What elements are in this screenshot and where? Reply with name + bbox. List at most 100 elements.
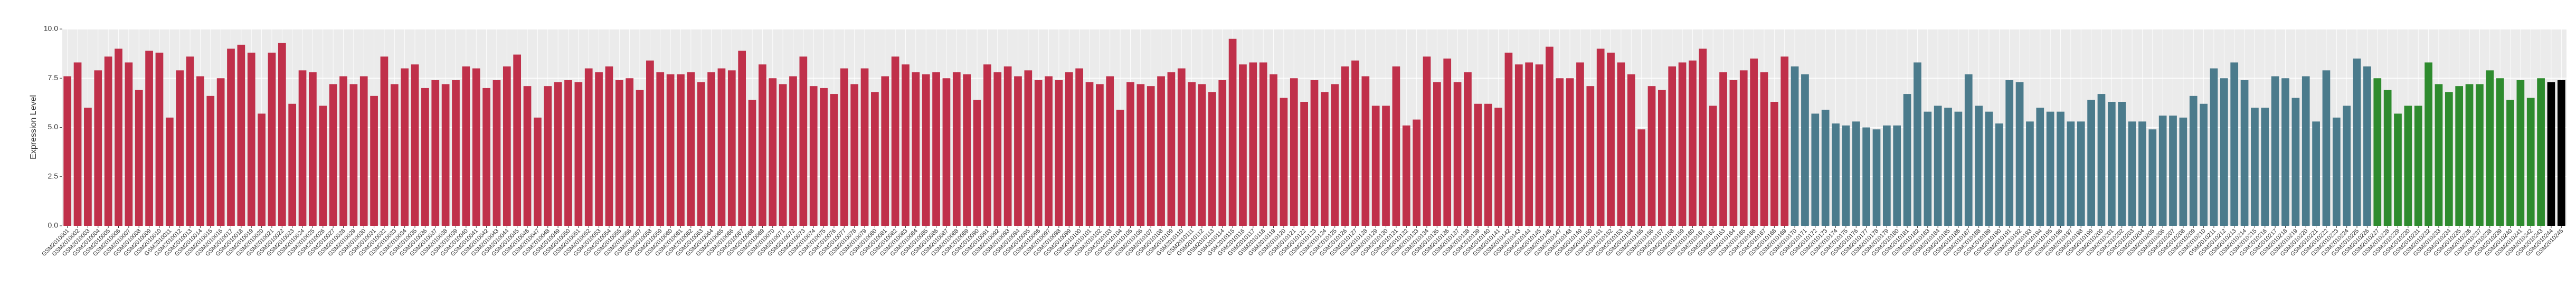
bar: [1739, 70, 1748, 226]
bar: [1842, 125, 1850, 226]
bar: [1852, 121, 1860, 226]
y-tick-label: 5.0: [48, 122, 59, 131]
bar: [1371, 106, 1380, 226]
bar: [1914, 62, 1921, 226]
bar: [983, 64, 991, 226]
bar: [1995, 123, 2003, 226]
bar: [2128, 121, 2136, 226]
bar: [1924, 111, 1932, 226]
bar: [1003, 66, 1012, 226]
bar: [1188, 82, 1196, 226]
bar: [390, 84, 399, 226]
bar: [727, 70, 736, 226]
bar: [482, 88, 490, 226]
bar: [1709, 106, 1717, 226]
bar: [1106, 76, 1114, 226]
bar: [1351, 60, 1359, 226]
bar: [1137, 84, 1145, 226]
bar: [1545, 46, 1554, 226]
bar: [2189, 95, 2198, 226]
bar: [2169, 116, 2177, 226]
bar: [1525, 62, 1533, 226]
bar: [2557, 80, 2565, 226]
bar: [2526, 98, 2535, 226]
bar: [104, 56, 112, 226]
bar: [145, 51, 153, 226]
bar: [1116, 109, 1124, 226]
bar: [595, 72, 603, 226]
bar: [993, 72, 1002, 226]
bar: [891, 56, 899, 226]
bar: [2026, 121, 2034, 226]
bar: [1198, 84, 1206, 226]
bar: [1607, 52, 1615, 226]
bar: [1750, 58, 1758, 226]
bar: [646, 60, 654, 226]
bar: [564, 80, 572, 226]
bar: [2067, 121, 2075, 226]
bar: [319, 106, 327, 226]
bar: [339, 76, 347, 226]
bar: [1954, 111, 1963, 226]
bar: [1689, 60, 1697, 226]
bar: [155, 52, 164, 226]
bar: [1514, 64, 1523, 226]
bar: [1474, 103, 1482, 226]
bar: [1699, 49, 1707, 226]
bar: [1882, 125, 1891, 226]
bar: [370, 95, 378, 226]
bar: [1535, 64, 1543, 226]
bar: [2496, 78, 2504, 226]
bar: [1964, 74, 1973, 226]
bar: [216, 78, 225, 226]
bar: [441, 84, 450, 226]
bar: [2200, 103, 2208, 226]
bar: [1556, 78, 1564, 226]
bar: [1177, 68, 1186, 226]
bar: [165, 117, 174, 226]
bar: [2046, 111, 2054, 226]
bar: [1668, 66, 1677, 226]
bar: [1392, 66, 1400, 226]
bar: [1085, 82, 1094, 226]
bar: [1433, 82, 1441, 226]
bar: [1147, 86, 1155, 226]
bar: [1647, 86, 1656, 226]
bar: [973, 100, 981, 226]
bar: [2118, 102, 2126, 226]
bar: [820, 88, 828, 226]
bar: [759, 64, 766, 226]
bar: [2220, 78, 2228, 226]
y-tick-label: 10.0: [44, 24, 58, 33]
bar: [1341, 66, 1349, 226]
bar: [687, 72, 695, 226]
bar: [503, 66, 511, 226]
bar: [1770, 102, 1778, 226]
bar: [1658, 90, 1666, 226]
bar: [1903, 94, 1911, 226]
bar: [247, 52, 255, 226]
bar: [186, 56, 194, 226]
bar: [1678, 62, 1687, 226]
bar: [2036, 108, 2044, 226]
bar: [2353, 58, 2361, 226]
bar: [2271, 76, 2279, 226]
bar: [1464, 72, 1472, 226]
bar: [1494, 108, 1502, 226]
bar: [1791, 66, 1799, 226]
bar: [2547, 82, 2555, 226]
bar: [206, 95, 215, 226]
bar: [799, 56, 808, 226]
bar: [830, 94, 838, 226]
bar: [278, 43, 286, 226]
bar: [1239, 64, 1247, 226]
bar: [1034, 80, 1043, 226]
bar: [1985, 111, 1993, 226]
bar: [421, 88, 429, 226]
bar: [1617, 62, 1625, 226]
bar: [1208, 92, 1216, 226]
bar: [748, 100, 756, 226]
bar: [1586, 86, 1595, 226]
